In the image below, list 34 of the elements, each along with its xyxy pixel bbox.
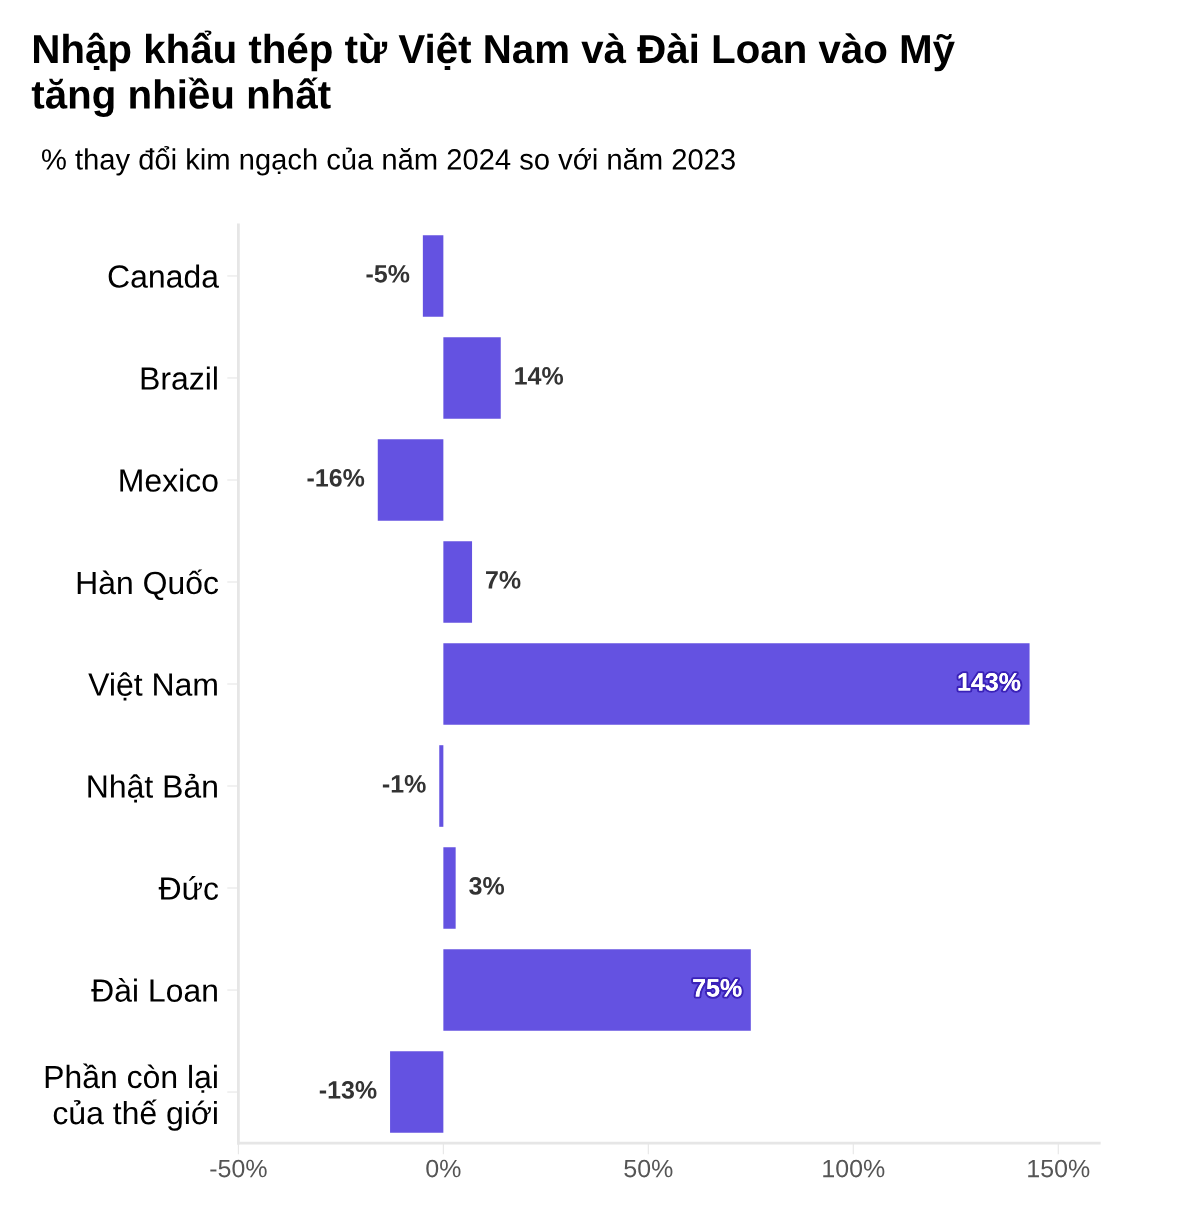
data-label: -16% [307,468,365,487]
x-tick-label: 150% [1028,1159,1090,1178]
y-tick-label: Phần còn lại của thế giới [45,1063,217,1131]
data-label: -1% [382,775,426,793]
y-tick-label: Nhật Bản [88,773,217,803]
data-label: 14% [515,367,564,385]
data-label: 75% [693,979,742,997]
bar [443,541,473,623]
y-tick-label: Việt Nam [88,672,217,701]
data-label: -5% [366,265,410,283]
data-label: -13% [319,1081,377,1099]
bar [422,235,444,317]
y-tick-label: Đài Loan [91,978,217,1002]
bar [439,745,444,827]
data-label: 143% [958,673,1021,691]
data-label: 7% [486,571,521,589]
chart-title: Nhập khẩu thép từ Việt Nam và Đài Loan vào Mỹ tăng nhiều nhất [31,30,955,117]
bar [443,949,751,1031]
y-tick-label: Đức [158,876,219,900]
y-tick-label: Canada [108,264,219,288]
bar [390,1051,444,1133]
x-tick-label: -50% [210,1159,267,1178]
chart-subtitle: % thay đổi kim ngạch của năm 2024 so với năm 2023 [41,145,735,176]
x-tick-label: 50% [624,1159,673,1178]
bar [443,847,456,929]
bar [443,643,1030,725]
x-tick-label: 100% [823,1159,885,1178]
y-tick-label: Hàn Quốc [77,569,219,600]
bar [377,439,444,521]
x-tick-label: 0% [426,1159,461,1178]
data-label: 3% [469,877,505,895]
y-tick-label: Brazil [141,366,217,390]
y-tick-label: Mexico [120,468,218,492]
bar [443,337,501,419]
